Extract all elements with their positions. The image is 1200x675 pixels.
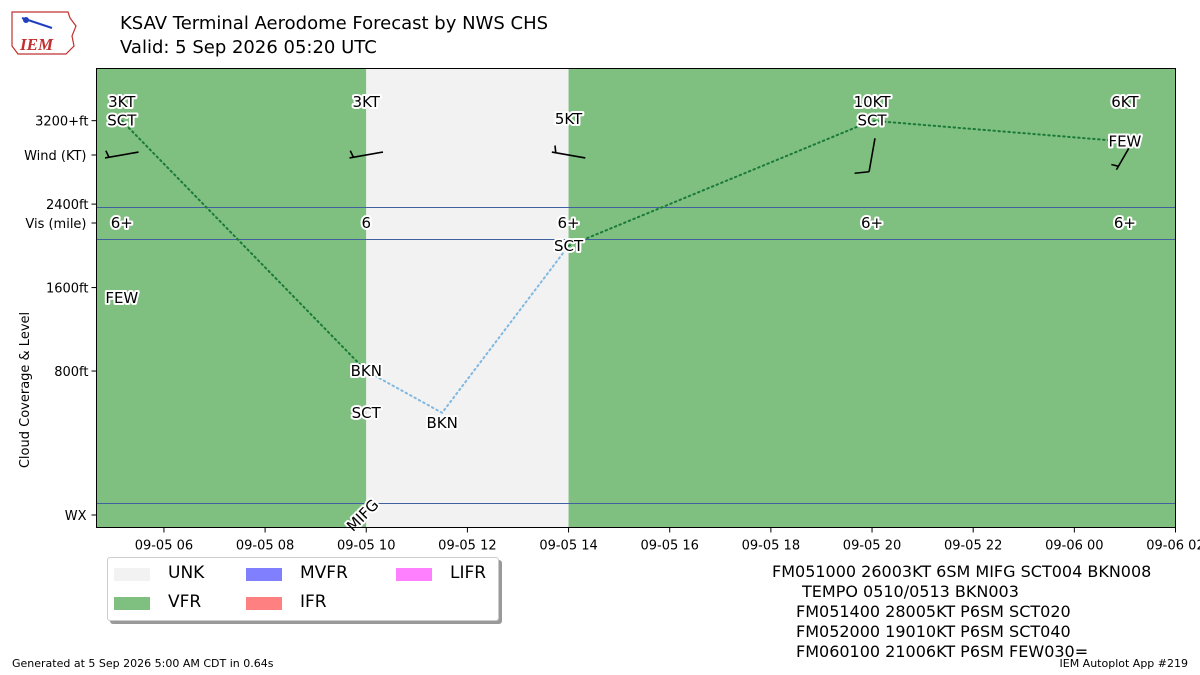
legend: UNK VFR MVFR IFR LIFR	[107, 557, 499, 621]
cloud-label-0: SCT	[107, 112, 137, 130]
category-band-0	[96, 68, 367, 528]
wind-barb-half-feather	[1111, 163, 1119, 168]
taf-line-5: FM060100 21006KT P6SM FEW030=	[796, 642, 1089, 661]
y-axis-label: Cloud Coverage & Level	[18, 312, 33, 468]
app-footer: IEM Autoplot App #219	[1059, 657, 1189, 670]
y-tick-label-2: 1600ft	[46, 282, 89, 297]
visibility-label-1: 6	[361, 214, 371, 232]
category-band-2	[568, 68, 1176, 528]
cloud-label-6: SCT	[857, 112, 887, 130]
flight-category-bands	[96, 68, 1176, 528]
legend-label-unk: UNK	[168, 563, 205, 583]
wind-barb-4	[1111, 139, 1135, 171]
row-label-wind: Wind (KT)	[24, 149, 86, 164]
x-tick-label-8: 09-05 22	[944, 539, 1002, 554]
cloud-label-3: SCT	[352, 404, 382, 422]
logo-text: IEM	[19, 35, 54, 54]
cloud-label-5: SCT	[554, 237, 584, 255]
wind-speed-label-2: 5KT	[555, 110, 583, 128]
plot-frame	[96, 68, 1176, 528]
cloud-line-0	[120, 119, 368, 372]
row-dividers	[96, 207, 1176, 504]
chart-title: KSAV Terminal Aerodome Forecast by NWS C…	[120, 13, 549, 34]
legend-swatch-ifr	[246, 597, 282, 610]
wind-barbs	[104, 138, 1135, 175]
x-tick-label-9: 09-06 00	[1045, 539, 1103, 554]
x-tick-label-6: 09-05 18	[742, 539, 800, 554]
visibility-label-0: 6+	[111, 214, 133, 232]
legend-label-vfr: VFR	[168, 592, 202, 612]
taf-line-3: FM051400 28005KT P6SM SCT020	[796, 602, 1071, 621]
wind-barb-feather	[854, 170, 870, 175]
x-tick-label-10: 09-06 02	[1146, 539, 1200, 554]
visibility-label-4: 6+	[1114, 214, 1136, 232]
wind-barb-0	[104, 150, 139, 159]
visibility-label-3: 6+	[861, 214, 883, 232]
axes: 09-05 06 09-05 08 09-05 10 09-05 12 09-05 14…	[24, 115, 1200, 554]
x-tick-label-3: 09-05 12	[438, 539, 496, 554]
taf-line-1: FM051000 26003KT 6SM MIFG SCT004 BKN008	[772, 562, 1152, 581]
legend-swatch-unk	[114, 568, 150, 581]
wind-barb-half-feather	[349, 150, 355, 158]
wind-barb-3	[854, 138, 876, 175]
legend-label-lifr: LIFR	[450, 563, 487, 583]
legend-swatch-vfr	[114, 597, 150, 610]
wind-speed-label-0: 3KT	[108, 93, 136, 111]
wind-speed-label-1: 3KT	[353, 93, 381, 111]
visibility-label-2: 6+	[558, 214, 580, 232]
wind-barb-staff	[868, 138, 876, 172]
wind-barb-staff	[1115, 139, 1135, 171]
x-tick-label-5: 09-05 16	[640, 539, 698, 554]
x-tick-label-0: 09-05 06	[135, 539, 193, 554]
taf-line-4: FM052000 19010KT P6SM SCT040	[796, 622, 1071, 641]
row-label-vis: Vis (mile)	[25, 217, 86, 232]
cloud-label-1: FEW	[105, 289, 138, 307]
y-tick-label-3: 800ft	[54, 365, 88, 380]
taf-chart: 3KT 3KT 5KT 10KT 6KT 6+ 6 6+ 6+ 6+ SCT FEW BKN SCT BKN…	[18, 68, 1200, 554]
row-label-wx: WX	[65, 509, 87, 524]
cloud-label-4: BKN	[426, 414, 457, 432]
cloud-line-1	[365, 244, 570, 415]
iem-logo: IEM	[8, 6, 80, 62]
x-tick-label-4: 09-05 14	[539, 539, 597, 554]
category-band-1	[366, 68, 569, 528]
x-tick-label-7: 09-05 20	[843, 539, 901, 554]
wind-barb-staff	[551, 151, 586, 159]
cloud-line-2	[567, 119, 1126, 247]
x-tick-label-2: 09-05 10	[337, 539, 395, 554]
legend-swatch-lifr	[396, 568, 432, 581]
x-tick-label-1: 09-05 08	[236, 539, 294, 554]
y-tick-label-1: 2400ft	[46, 198, 89, 213]
wind-barb-half-feather	[554, 145, 557, 153]
cloud-label-7: FEW	[1108, 133, 1141, 151]
legend-label-mvfr: MVFR	[300, 563, 348, 583]
wind-barb-staff	[104, 151, 139, 159]
cloud-level-lines	[120, 119, 1126, 415]
legend-swatch-mvfr	[246, 568, 282, 581]
generated-footer: Generated at 5 Sep 2026 5:00 AM CDT in 0…	[12, 657, 274, 670]
wind-barb-staff	[349, 151, 384, 159]
y-tick-label-0: 3200+ft	[35, 115, 88, 130]
wind-speed-label-3: 10KT	[854, 93, 892, 111]
wind-barb-2	[551, 145, 586, 159]
taf-line-2: TEMPO 0510/0513 BKN003	[802, 582, 1019, 601]
chart-valid-time: Valid: 5 Sep 2026 05:20 UTC	[120, 37, 377, 58]
wind-barb-half-feather	[105, 150, 110, 158]
cloud-label-2: BKN	[351, 362, 382, 380]
wind-speed-label-4: 6KT	[1111, 93, 1139, 111]
legend-label-ifr: IFR	[300, 592, 327, 612]
wind-barb-1	[349, 150, 384, 159]
